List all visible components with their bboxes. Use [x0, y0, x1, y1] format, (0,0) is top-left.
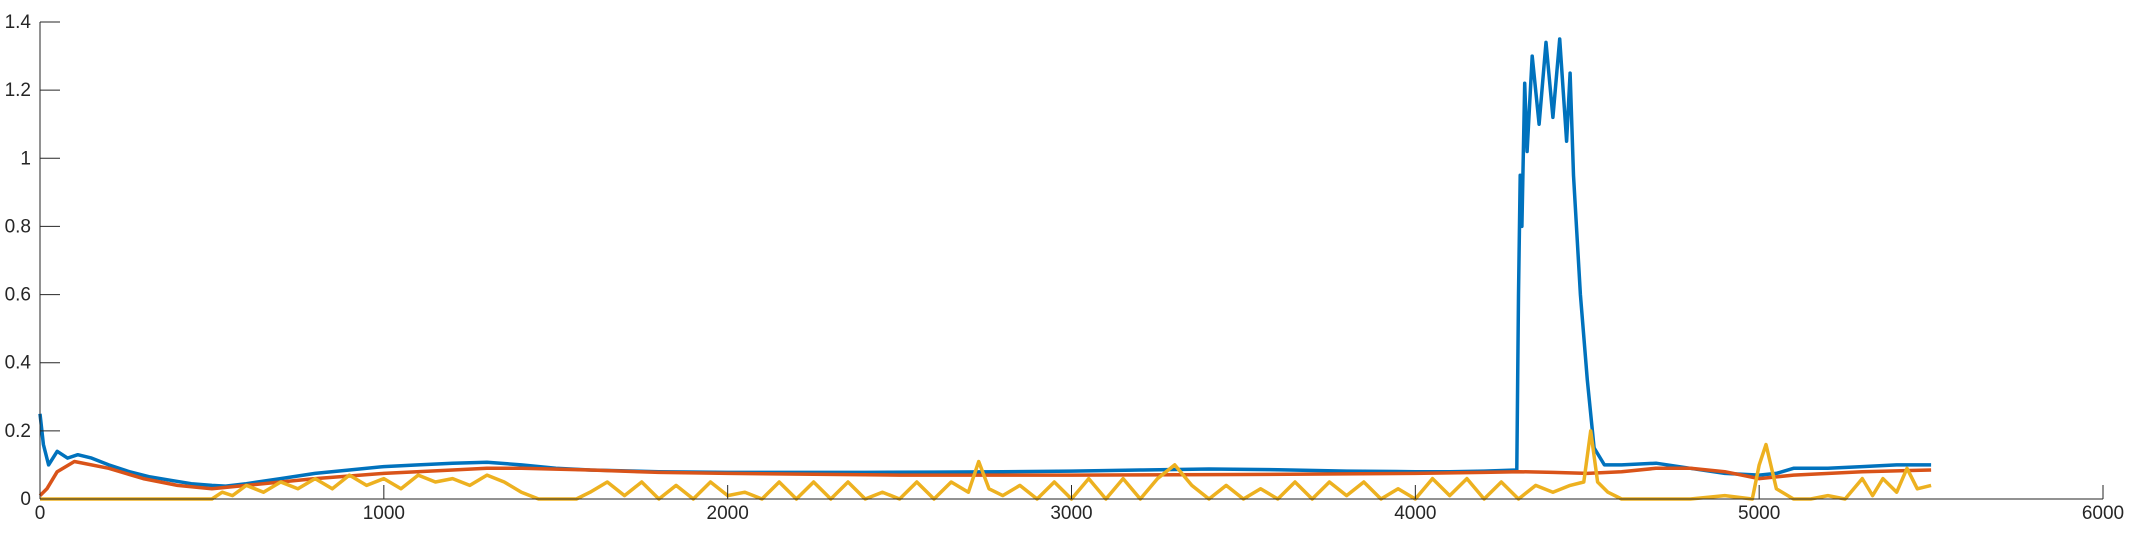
y-tick-label: 1.2: [5, 80, 31, 101]
y-tick-label: 0: [20, 489, 31, 510]
x-tick-label: 3000: [1050, 503, 1092, 524]
series-line-2: [38, 459, 1932, 497]
x-tick-label: 1000: [363, 503, 405, 524]
x-tick-label: 0: [35, 503, 46, 524]
x-tick-label: 6000: [2082, 503, 2124, 524]
x-tick-label: 5000: [1738, 503, 1780, 524]
x-tick-label: 4000: [1394, 503, 1436, 524]
x-tick-label: 2000: [707, 503, 749, 524]
axes-layer: 0 1000 2000 3000 4000 5000 6000 0 0.2 0.4 0.6 0.8 1 1…: [5, 12, 2125, 524]
y-tick-label: 1: [20, 148, 31, 169]
y-tick-label: 0.2: [5, 421, 31, 442]
series-layer: [38, 37, 1932, 501]
y-tick-label: 0.8: [5, 216, 31, 237]
y-tick-label: 0.4: [5, 353, 32, 374]
y-tick-label: 1.4: [5, 12, 32, 33]
y-tick-label: 0.6: [5, 285, 31, 306]
series-line-1: [38, 37, 1932, 488]
